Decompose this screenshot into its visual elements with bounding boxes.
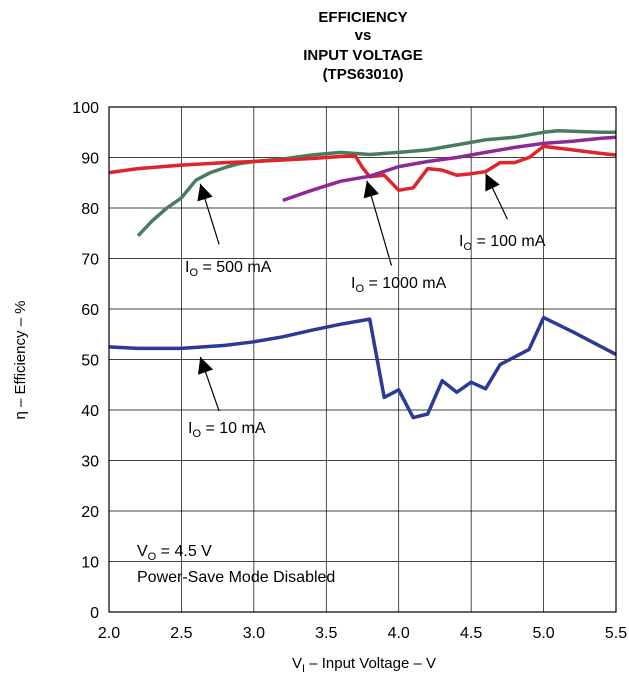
label-10ma-sub: O bbox=[192, 428, 201, 440]
x-tick-label: 3.5 bbox=[315, 625, 337, 642]
label-500ma-text: = 500 mA bbox=[198, 259, 272, 276]
label-1000ma-prefix: I bbox=[351, 275, 355, 292]
x-tick-label: 2.5 bbox=[170, 625, 192, 642]
plot-frame bbox=[108, 106, 617, 613]
y-axis-label: η – Efficiency – % bbox=[12, 301, 29, 420]
y-tick-label: 80 bbox=[81, 201, 99, 218]
x-tick-label: 5.0 bbox=[532, 625, 554, 642]
x-axis-label-prefix: V bbox=[292, 655, 302, 672]
y-tick-label: 100 bbox=[72, 100, 99, 117]
x-axis-label-sub: I bbox=[302, 663, 305, 675]
x-axis-label-text: – Input Voltage – V bbox=[305, 655, 436, 672]
label-100ma-sub: O bbox=[463, 241, 472, 253]
y-tick-label: 30 bbox=[81, 454, 99, 471]
annotation-vout-sub: O bbox=[148, 551, 157, 563]
title-line-2: vs bbox=[355, 27, 372, 44]
condition-annotations: VO = 4.5 V Power-Save Mode Disabled bbox=[137, 543, 335, 586]
annotation-vout: VO = 4.5 V bbox=[137, 543, 212, 563]
label-10ma: IO = 10 mA bbox=[188, 420, 266, 440]
series-line-100ma bbox=[108, 144, 617, 193]
x-axis-label: VI – Input Voltage – V bbox=[292, 655, 436, 675]
label-10ma-prefix: I bbox=[188, 420, 192, 437]
x-tick-label: 5.5 bbox=[605, 625, 627, 642]
y-tick-label: 10 bbox=[81, 555, 99, 572]
annotation-power-save: Power-Save Mode Disabled bbox=[137, 569, 335, 586]
y-tick-label: 50 bbox=[81, 353, 99, 370]
label-10ma-text: = 10 mA bbox=[201, 420, 266, 437]
x-tick-label: 3.0 bbox=[243, 625, 265, 642]
annotation-vout-text: = 4.5 V bbox=[156, 543, 212, 560]
label-1000ma-text: = 1000 mA bbox=[364, 275, 447, 292]
grid-lines bbox=[109, 107, 616, 612]
annotation-arrows bbox=[197, 173, 508, 412]
x-tick-label: 4.0 bbox=[388, 625, 410, 642]
y-tick-label: 0 bbox=[90, 605, 99, 622]
title-line-3: INPUT VOLTAGE bbox=[303, 47, 422, 64]
label-500ma-sub: O bbox=[189, 267, 198, 279]
tick-labels: 2.0 2.5 3.0 3.5 4.0 4.5 5.0 5.5 0 10 20 30 40 50 60 70 8… bbox=[72, 100, 627, 642]
y-tick-label: 20 bbox=[81, 504, 99, 521]
y-tick-label: 60 bbox=[81, 302, 99, 319]
x-tick-label: 4.5 bbox=[460, 625, 482, 642]
series-line-1000ma bbox=[282, 135, 617, 203]
arrow-head bbox=[485, 173, 500, 192]
title-line-4: (TPS63010) bbox=[323, 66, 404, 83]
y-tick-label: 40 bbox=[81, 403, 99, 420]
y-tick-label: 90 bbox=[81, 151, 99, 168]
label-100ma-prefix: I bbox=[459, 233, 463, 250]
series-labels: IO = 500 mA IO = 100 mA IO = 1000 mA IO … bbox=[185, 233, 546, 440]
series-lines bbox=[108, 128, 617, 420]
label-100ma-text: = 100 mA bbox=[472, 233, 546, 250]
chart-title: EFFICIENCY vs INPUT VOLTAGE (TPS63010) bbox=[303, 9, 422, 83]
series-line-500ma bbox=[136, 128, 616, 238]
x-tick-label: 2.0 bbox=[98, 625, 120, 642]
title-line-1: EFFICIENCY bbox=[318, 9, 407, 26]
label-100ma: IO = 100 mA bbox=[459, 233, 546, 253]
arrow-head bbox=[197, 183, 213, 202]
label-500ma-prefix: I bbox=[185, 259, 189, 276]
annotation-vout-prefix: V bbox=[137, 543, 148, 560]
label-1000ma: IO = 1000 mA bbox=[351, 275, 447, 295]
arrow-head bbox=[363, 180, 379, 199]
arrow-head bbox=[197, 356, 214, 375]
series-line-10ma bbox=[108, 315, 617, 420]
label-1000ma-sub: O bbox=[355, 283, 364, 295]
label-500ma: IO = 500 mA bbox=[185, 259, 272, 279]
y-tick-label: 70 bbox=[81, 252, 99, 269]
